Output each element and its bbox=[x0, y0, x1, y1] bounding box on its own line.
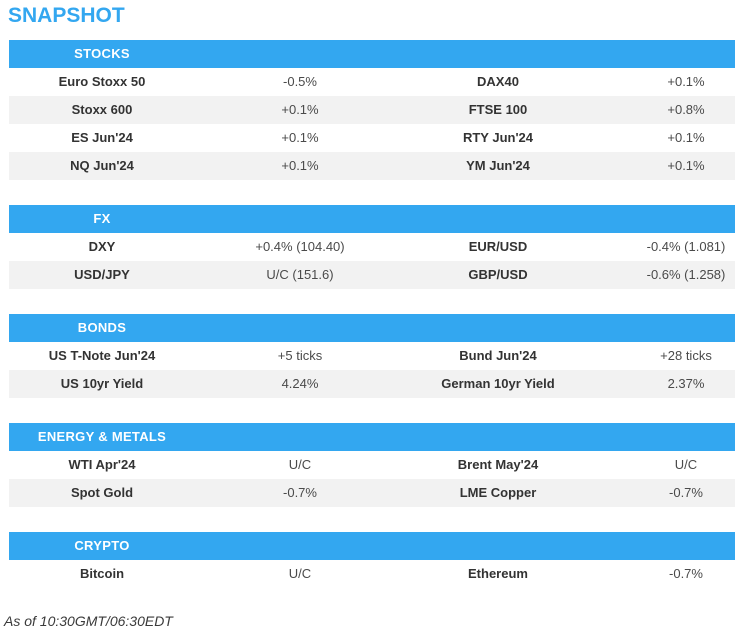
table-row: NQ Jun'24 +0.1% YM Jun'24 +0.1% bbox=[9, 152, 735, 180]
instrument-label: FTSE 100 bbox=[468, 102, 528, 117]
page-title: SNAPSHOT bbox=[8, 4, 125, 27]
instrument-label: Stoxx 600 bbox=[71, 102, 133, 117]
instrument-value: +28 ticks bbox=[660, 348, 712, 363]
instrument-value: +0.1% bbox=[667, 130, 705, 145]
instrument-label: DXY bbox=[88, 239, 116, 254]
instrument-value: -0.4% (1.081) bbox=[646, 239, 726, 254]
instrument-value: -0.7% bbox=[669, 485, 703, 500]
table-row: WTI Apr'24 U/C Brent May'24 U/C bbox=[9, 451, 735, 479]
instrument-label: Euro Stoxx 50 bbox=[58, 74, 146, 89]
instrument-label: EUR/USD bbox=[468, 239, 528, 254]
instrument-label: Spot Gold bbox=[70, 485, 134, 500]
timestamp-note: As of 10:30GMT/06:30EDT bbox=[4, 613, 173, 629]
table-row: Spot Gold -0.7% LME Copper -0.7% bbox=[9, 479, 735, 507]
instrument-label: RTY Jun'24 bbox=[462, 130, 534, 145]
snapshot-table: STOCKS Euro Stoxx 50 -0.5% DAX40 +0.1% Stoxx … bbox=[9, 40, 735, 588]
table-row: Stoxx 600 +0.1% FTSE 100 +0.8% bbox=[9, 96, 735, 124]
instrument-value: +0.1% bbox=[281, 102, 319, 117]
instrument-label: Bund Jun'24 bbox=[459, 348, 537, 363]
section-stocks: STOCKS Euro Stoxx 50 -0.5% DAX40 +0.1% Stoxx … bbox=[9, 40, 735, 180]
instrument-label: YM Jun'24 bbox=[466, 158, 530, 173]
section-header-bar: BONDS bbox=[9, 314, 735, 342]
instrument-value: +0.1% bbox=[667, 158, 705, 173]
instrument-value: U/C bbox=[288, 457, 312, 472]
table-row: Bitcoin U/C Ethereum -0.7% bbox=[9, 560, 735, 588]
instrument-label: Brent May'24 bbox=[457, 457, 539, 472]
table-row: US T-Note Jun'24 +5 ticks Bund Jun'24 +28 t… bbox=[9, 342, 735, 370]
table-row: ES Jun'24 +0.1% RTY Jun'24 +0.1% bbox=[9, 124, 735, 152]
instrument-label: WTI Apr'24 bbox=[68, 457, 136, 472]
instrument-value: -0.7% bbox=[669, 566, 703, 581]
section-header-label: FX bbox=[93, 211, 111, 226]
instrument-value: 4.24% bbox=[281, 376, 319, 391]
instrument-label: Bitcoin bbox=[79, 566, 125, 581]
section-crypto: CRYPTO Bitcoin U/C Ethereum -0.7% bbox=[9, 532, 735, 588]
instrument-label: LME Copper bbox=[459, 485, 537, 500]
instrument-label: USD/JPY bbox=[74, 267, 130, 282]
instrument-label: German 10yr Yield bbox=[441, 376, 555, 391]
instrument-label: Ethereum bbox=[468, 566, 528, 581]
instrument-value: +0.8% bbox=[667, 102, 705, 117]
section-header-label: STOCKS bbox=[74, 46, 130, 61]
table-row: Euro Stoxx 50 -0.5% DAX40 +0.1% bbox=[9, 68, 735, 96]
instrument-label: ES Jun'24 bbox=[71, 130, 133, 145]
section-header-bar: FX bbox=[9, 205, 735, 233]
instrument-value: +5 ticks bbox=[277, 348, 323, 363]
instrument-value: U/C bbox=[674, 457, 698, 472]
instrument-value: +0.1% bbox=[281, 158, 319, 173]
section-header-bar: CRYPTO bbox=[9, 532, 735, 560]
section-header-label: BONDS bbox=[77, 320, 127, 335]
section-header-bar: ENERGY & METALS bbox=[9, 423, 735, 451]
section-bonds: BONDS US T-Note Jun'24 +5 ticks Bund Jun'24… bbox=[9, 314, 735, 398]
instrument-value: -0.7% bbox=[283, 485, 317, 500]
section-fx: FX DXY +0.4% (104.40) EUR/USD -0.4% (1.081) U… bbox=[9, 205, 735, 289]
section-header-label: ENERGY & METALS bbox=[37, 429, 167, 444]
table-row: US 10yr Yield 4.24% German 10yr Yield 2.37% bbox=[9, 370, 735, 398]
instrument-value: 2.37% bbox=[667, 376, 705, 391]
instrument-value: -0.5% bbox=[283, 74, 317, 89]
table-row: USD/JPY U/C (151.6) GBP/USD -0.6% (1.258) bbox=[9, 261, 735, 289]
instrument-value: +0.1% bbox=[667, 74, 705, 89]
instrument-label: US 10yr Yield bbox=[60, 376, 144, 391]
instrument-label: GBP/USD bbox=[468, 267, 528, 282]
instrument-label: DAX40 bbox=[477, 74, 519, 89]
instrument-value: U/C (151.6) bbox=[266, 267, 334, 282]
section-header-label: CRYPTO bbox=[74, 538, 130, 553]
instrument-value: +0.4% (104.40) bbox=[255, 239, 345, 254]
instrument-value: U/C bbox=[288, 566, 312, 581]
section-energy-metals: ENERGY & METALS WTI Apr'24 U/C Brent May'24… bbox=[9, 423, 735, 507]
instrument-value: +0.1% bbox=[281, 130, 319, 145]
instrument-label: US T-Note Jun'24 bbox=[48, 348, 156, 363]
section-header-bar: STOCKS bbox=[9, 40, 735, 68]
table-row: DXY +0.4% (104.40) EUR/USD -0.4% (1.081) bbox=[9, 233, 735, 261]
instrument-value: -0.6% (1.258) bbox=[646, 267, 726, 282]
instrument-label: NQ Jun'24 bbox=[70, 158, 134, 173]
